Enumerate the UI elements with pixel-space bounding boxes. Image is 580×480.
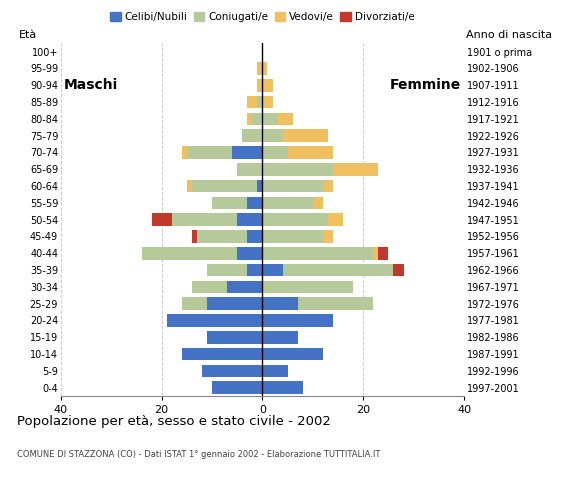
Bar [207,264,247,276]
Bar [262,364,288,377]
Bar [262,213,328,226]
Bar [323,180,333,192]
Bar [262,297,298,310]
Bar [237,213,262,226]
Bar [262,112,278,125]
Bar [262,79,273,92]
Bar [151,213,172,226]
Bar [182,348,262,360]
Bar [182,297,207,310]
Bar [262,146,288,159]
Bar [192,230,197,243]
Bar [258,62,262,75]
Bar [232,146,262,159]
Bar [262,180,323,192]
Bar [247,196,262,209]
Bar [207,331,262,344]
Bar [258,79,262,92]
Bar [247,112,252,125]
Bar [212,381,262,394]
Text: Femmine: Femmine [390,78,462,92]
Bar [262,280,353,293]
Bar [262,314,333,327]
Text: Popolazione per età, sesso e stato civile - 2002: Popolazione per età, sesso e stato civil… [17,415,331,428]
Bar [262,247,374,260]
Bar [282,264,393,276]
Bar [187,146,232,159]
Legend: Celibi/Nubili, Coniugati/e, Vedovi/e, Divorziati/e: Celibi/Nubili, Coniugati/e, Vedovi/e, Di… [106,8,419,26]
Bar [252,112,262,125]
Bar [323,230,333,243]
Bar [298,297,374,310]
Bar [262,381,303,394]
Bar [242,129,262,142]
Bar [378,247,389,260]
Bar [262,62,267,75]
Bar [258,180,262,192]
Bar [237,163,262,176]
Text: Anno di nascita: Anno di nascita [466,30,552,40]
Bar [212,196,247,209]
Bar [262,96,273,108]
Bar [262,129,282,142]
Text: COMUNE DI STAZZONA (CO) - Dati ISTAT 1° gennaio 2002 - Elaborazione TUTTITALIA.I: COMUNE DI STAZZONA (CO) - Dati ISTAT 1° … [17,450,381,459]
Bar [192,280,227,293]
Bar [172,213,237,226]
Bar [262,196,313,209]
Bar [202,364,262,377]
Bar [262,230,323,243]
Bar [262,331,298,344]
Bar [393,264,404,276]
Bar [197,230,247,243]
Bar [288,146,333,159]
Text: Età: Età [19,30,37,40]
Bar [247,230,262,243]
Bar [278,112,293,125]
Bar [328,213,343,226]
Bar [207,297,262,310]
Bar [374,247,378,260]
Bar [247,264,262,276]
Bar [313,196,323,209]
Bar [282,129,328,142]
Text: Maschi: Maschi [63,78,118,92]
Bar [227,280,262,293]
Bar [187,180,192,192]
Bar [182,146,187,159]
Bar [262,163,333,176]
Bar [262,348,323,360]
Bar [247,96,258,108]
Bar [192,180,258,192]
Bar [166,314,262,327]
Bar [262,264,282,276]
Bar [237,247,262,260]
Bar [142,247,237,260]
Bar [258,96,262,108]
Bar [333,163,378,176]
